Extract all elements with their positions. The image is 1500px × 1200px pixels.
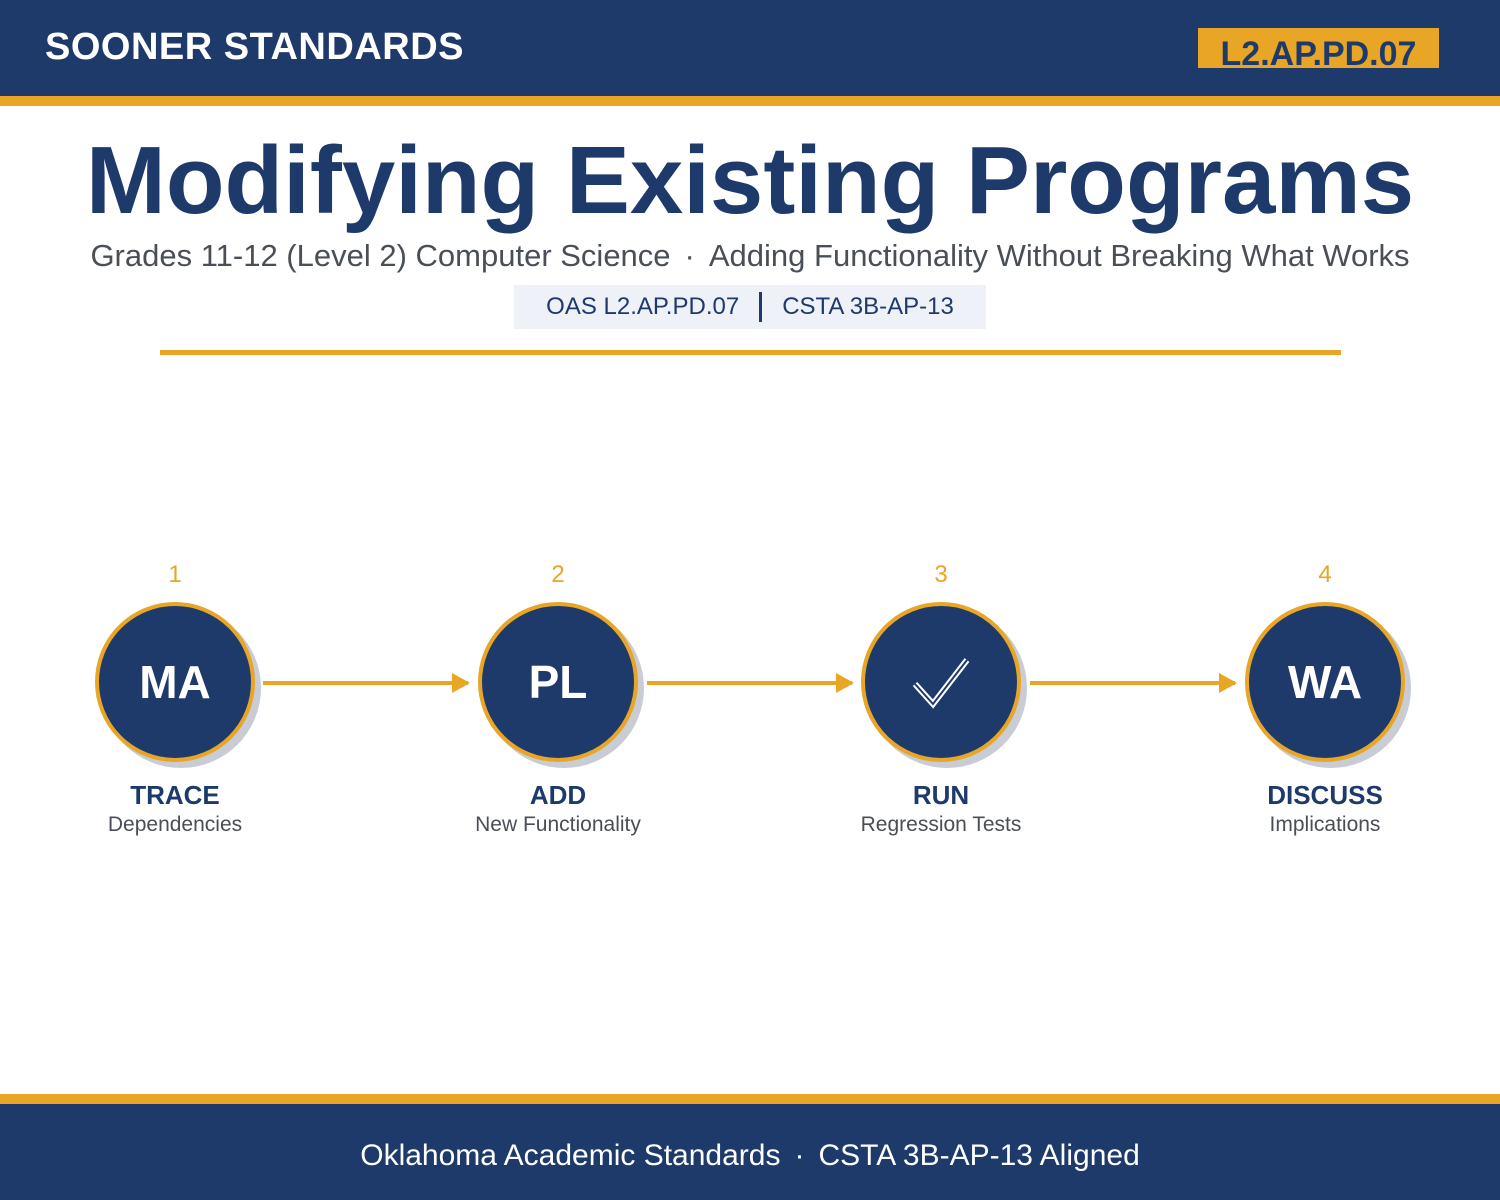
step-sublabel: Dependencies <box>107 813 243 836</box>
step-sublabel: Implications <box>1269 813 1381 836</box>
step-number: 4 <box>1318 561 1332 588</box>
process-flow: 1 MA TRACE Dependencies 2 PL ADD New Fun… <box>0 560 1500 860</box>
footer-csta: CSTA 3B-AP-13 Aligned <box>818 1139 1140 1172</box>
step-icon-text: PL <box>478 602 638 762</box>
footer-text: Oklahoma Academic Standards · CSTA 3B-AP-1… <box>0 1141 1500 1171</box>
standards-tag: OAS L2.AP.PD.07 CSTA 3B-AP-13 <box>514 285 986 329</box>
footer-oas: Oklahoma Academic Standards <box>360 1139 781 1172</box>
step-label: TRACE <box>130 780 220 810</box>
step-circle: MA <box>95 602 261 768</box>
brand-name: SOONER STANDARDS <box>45 26 464 68</box>
flow-arrow-3-4 <box>1030 673 1237 693</box>
page-title: Modifying Existing Programs <box>85 127 1415 234</box>
step-sublabel: New Functionality <box>475 813 641 836</box>
step-circle: WA <box>1245 602 1411 768</box>
step-circle: PL <box>478 602 644 768</box>
step-sublabel: Regression Tests <box>860 813 1022 836</box>
standard-code-badge: L2.AP.PD.07 <box>1198 28 1439 68</box>
standard-code-text: L2.AP.PD.07 <box>1220 35 1417 68</box>
step-label: DISCUSS <box>1267 780 1383 810</box>
step-number: 1 <box>168 561 182 588</box>
subtitle-separator: · <box>684 238 695 273</box>
step-icon-text: WA <box>1245 602 1405 762</box>
subtitle-grades: Grades 11-12 (Level 2) Computer Science <box>90 238 671 273</box>
step-icon-text: MA <box>95 602 255 762</box>
step-icon <box>861 602 1021 762</box>
step-label: ADD <box>529 780 587 810</box>
title-divider-rule <box>160 350 1341 355</box>
step-trace: 1 MA TRACE Dependencies <box>55 560 295 838</box>
footer-separator: · <box>794 1139 805 1172</box>
step-run: 3 RUN Regression Tests <box>821 560 1061 838</box>
page-subtitle: Grades 11-12 (Level 2) Computer Science ·… <box>0 240 1500 271</box>
csta-standard: CSTA 3B-AP-13 <box>782 293 954 320</box>
footer-bar <box>0 1104 1500 1200</box>
tag-divider <box>759 292 763 322</box>
header-accent-stripe <box>0 96 1500 106</box>
step-add: 2 PL ADD New Functionality <box>438 560 678 838</box>
subtitle-topic: Adding Functionality Without Breaking Wh… <box>708 238 1410 273</box>
footer-accent-stripe <box>0 1094 1500 1104</box>
step-label: RUN <box>912 780 970 810</box>
step-discuss: 4 WA DISCUSS Implications <box>1205 560 1445 838</box>
checkmark-icon <box>912 658 970 709</box>
step-circle <box>861 602 1027 768</box>
flow-arrow-1-2 <box>263 673 470 693</box>
oas-standard: OAS L2.AP.PD.07 <box>546 293 740 320</box>
step-number: 2 <box>551 561 565 588</box>
step-number: 3 <box>934 561 948 588</box>
flow-arrow-2-3 <box>647 673 854 693</box>
